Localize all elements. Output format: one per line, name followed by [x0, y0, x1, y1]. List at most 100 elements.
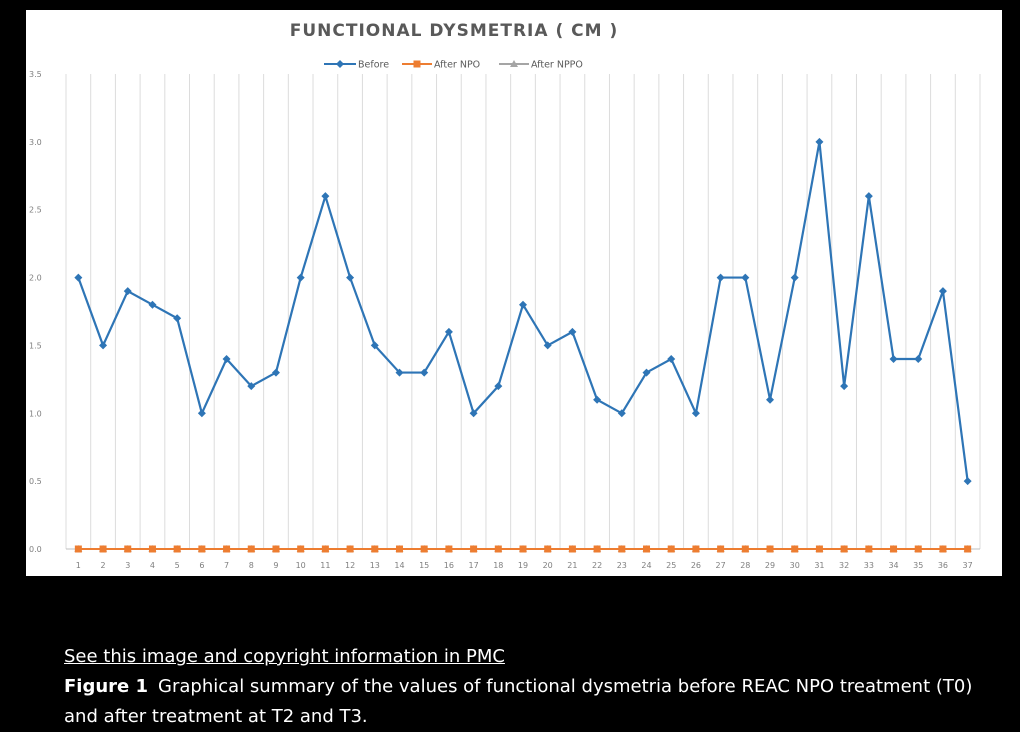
- legend-label-after-nppo: After NPPO: [531, 60, 583, 71]
- x-tick-label: 14: [394, 561, 404, 570]
- x-tick-label: 15: [419, 561, 429, 570]
- data-point-after-npo: [717, 545, 725, 553]
- data-point-before: [123, 287, 132, 296]
- y-tick-label: 3.5: [29, 70, 42, 79]
- data-point-before: [667, 355, 676, 363]
- x-tick-label: 24: [641, 561, 651, 570]
- data-point-after-npo: [445, 545, 453, 553]
- data-point-before: [543, 341, 552, 350]
- chart-panel: FUNCTIONAL DYSMETRIA ( CM ) Before After …: [26, 10, 1002, 576]
- data-point-after-npo: [346, 545, 354, 553]
- series-line-before: [77, 141, 969, 482]
- x-tick-label: 29: [765, 561, 775, 570]
- data-point-after-npo: [124, 545, 132, 553]
- data-point-after-npo: [741, 545, 749, 553]
- data-point-before: [247, 382, 256, 391]
- legend-item-after-npo: After NPO: [402, 60, 480, 71]
- data-point-after-npo: [297, 545, 305, 553]
- data-point-after-npo: [272, 545, 280, 553]
- data-point-before: [963, 477, 972, 486]
- data-point-before: [741, 273, 750, 282]
- legend-item-after-nppo: After NPPO: [499, 60, 583, 71]
- figure-label: Figure 1: [64, 676, 149, 697]
- x-tick-label: 8: [249, 561, 254, 570]
- data-point-after-npo: [618, 545, 626, 553]
- data-point-after-npo: [544, 545, 552, 553]
- data-point-before: [370, 341, 379, 350]
- x-tick-label: 34: [888, 561, 898, 570]
- data-point-after-npo: [420, 545, 428, 553]
- legend-item-before: Before: [324, 60, 389, 71]
- legend-marker-before: [336, 60, 344, 68]
- data-point-before: [840, 382, 849, 391]
- data-point-before: [99, 341, 108, 350]
- x-axis: 1 2 3 4 5 6 7 8 9 10 11 12 13 14 15 16 17 18 19 20 21 22 23 24 2…: [76, 561, 973, 570]
- data-point-after-npo: [593, 545, 601, 553]
- data-point-after-npo: [890, 545, 898, 553]
- data-point-before: [271, 368, 280, 377]
- data-point-before: [938, 287, 947, 296]
- x-tick-label: 4: [150, 561, 155, 570]
- data-point-before: [864, 192, 873, 201]
- legend-marker-after-npo: [413, 60, 421, 68]
- data-point-before: [395, 368, 404, 377]
- chart-title: FUNCTIONAL DYSMETRIA ( CM ): [290, 21, 618, 41]
- data-point-before: [914, 355, 923, 363]
- x-tick-label: 30: [790, 561, 800, 570]
- data-point-before: [691, 409, 700, 418]
- x-tick-label: 13: [370, 561, 380, 570]
- line-chart: FUNCTIONAL DYSMETRIA ( CM ) Before After …: [29, 21, 981, 570]
- data-point-before: [346, 273, 355, 282]
- data-point-before: [296, 273, 305, 282]
- data-point-after-npo: [914, 545, 922, 553]
- x-tick-label: 10: [296, 561, 306, 570]
- data-point-before: [642, 368, 651, 377]
- x-tick-label: 18: [493, 561, 503, 570]
- data-point-after-npo: [173, 545, 181, 553]
- series-layer: [74, 137, 972, 553]
- x-tick-label: 27: [716, 561, 726, 570]
- data-point-before: [593, 395, 602, 404]
- data-point-before: [494, 382, 503, 391]
- data-point-after-npo: [939, 545, 947, 553]
- data-point-after-npo: [223, 545, 231, 553]
- x-tick-label: 32: [839, 561, 849, 570]
- x-tick-label: 28: [740, 561, 750, 570]
- data-point-after-npo: [395, 545, 403, 553]
- data-point-after-npo: [964, 545, 972, 553]
- data-point-after-npo: [815, 545, 823, 553]
- x-tick-label: 25: [666, 561, 676, 570]
- y-tick-label: 2.5: [29, 206, 42, 215]
- data-point-before: [444, 327, 453, 336]
- data-point-before: [74, 273, 83, 282]
- y-tick-label: 3.0: [29, 138, 42, 147]
- x-tick-label: 31: [814, 561, 824, 570]
- data-point-before: [519, 300, 527, 309]
- legend-label-before: Before: [358, 60, 389, 71]
- data-point-before: [889, 355, 898, 363]
- data-point-after-npo: [371, 545, 379, 553]
- data-point-before: [420, 368, 429, 377]
- data-point-before: [617, 409, 626, 418]
- y-tick-label: 1.5: [29, 341, 42, 350]
- data-point-before: [815, 137, 824, 146]
- data-point-before: [197, 409, 206, 418]
- figure-caption-text: Graphical summary of the values of funct…: [64, 676, 973, 727]
- x-tick-label: 6: [199, 561, 204, 570]
- data-point-after-npo: [766, 545, 774, 553]
- x-tick-label: 23: [617, 561, 627, 570]
- pmc-copyright-link[interactable]: See this image and copyright information…: [64, 646, 505, 667]
- y-tick-label: 0.5: [29, 477, 42, 486]
- data-point-before: [790, 273, 799, 282]
- series-before: [74, 137, 972, 486]
- data-point-before: [148, 300, 157, 309]
- data-point-after-npo: [74, 545, 82, 553]
- x-tick-label: 17: [469, 561, 479, 570]
- legend-label-after-npo: After NPO: [434, 60, 480, 71]
- data-point-after-npo: [99, 545, 107, 553]
- x-tick-label: 16: [444, 561, 454, 570]
- chart-legend: Before After NPO After NPPO: [324, 60, 583, 71]
- x-tick-label: 5: [175, 561, 180, 570]
- x-tick-label: 9: [273, 561, 278, 570]
- x-tick-label: 1: [76, 561, 81, 570]
